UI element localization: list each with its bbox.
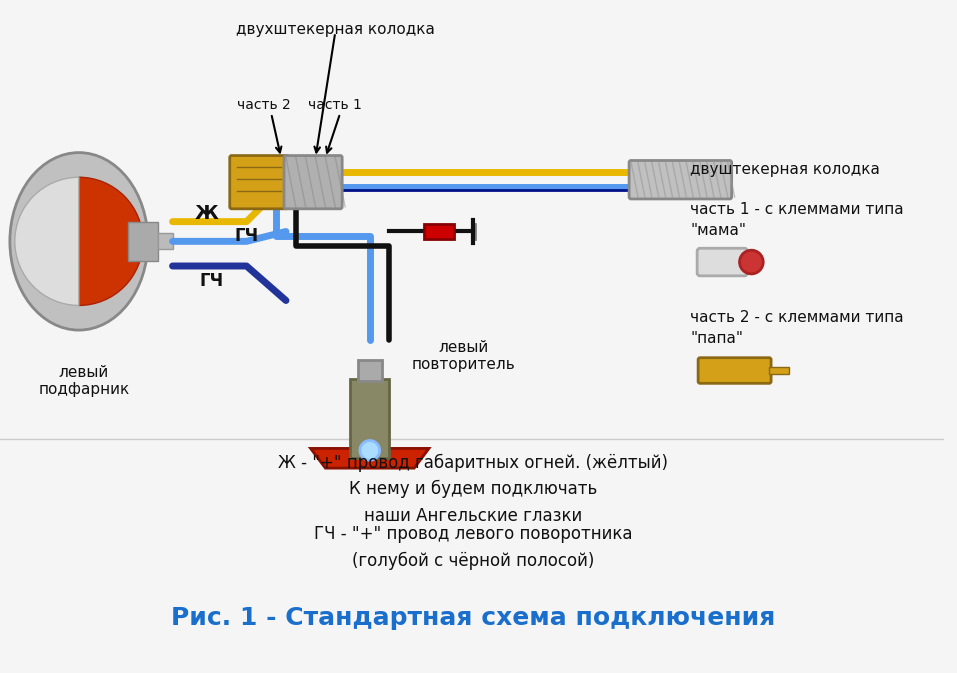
Text: ГЧ: ГЧ	[234, 227, 258, 246]
FancyBboxPatch shape	[698, 358, 771, 384]
Wedge shape	[14, 177, 78, 306]
Text: левый
повторитель: левый повторитель	[412, 340, 515, 372]
Bar	[158, 234, 172, 249]
Bar	[769, 367, 789, 374]
Text: часть 1 - с клеммами типа
"мама": часть 1 - с клеммами типа "мама"	[690, 202, 903, 238]
Bar	[358, 359, 382, 382]
Text: двухштекерная колодка: двухштекерная колодка	[235, 22, 434, 38]
Bar	[128, 221, 158, 261]
FancyBboxPatch shape	[697, 248, 747, 276]
Text: часть 1: часть 1	[308, 98, 362, 112]
Text: Ж - "+" провод габаритных огней. (жёлтый)
К нему и будем подключать
наши Ангельс: Ж - "+" провод габаритных огней. (жёлтый…	[278, 454, 668, 525]
Text: часть 2 - с клеммами типа
"папа": часть 2 - с клеммами типа "папа"	[690, 310, 903, 347]
Text: Ж: Ж	[195, 204, 219, 223]
Bar	[350, 380, 389, 458]
Circle shape	[59, 192, 99, 232]
Text: Рис. 1 - Стандартная схема подключения: Рис. 1 - Стандартная схема подключения	[171, 606, 775, 630]
Bar	[424, 223, 454, 240]
Text: левый
подфарник: левый подфарник	[38, 365, 129, 397]
Text: ГЧ: ГЧ	[200, 272, 224, 290]
Text: ГЧ - "+" провод левого поворотника
(голубой с чёрной полосой): ГЧ - "+" провод левого поворотника (голу…	[314, 526, 633, 570]
FancyBboxPatch shape	[230, 155, 288, 209]
Circle shape	[360, 441, 380, 460]
Circle shape	[740, 250, 764, 274]
Polygon shape	[311, 448, 429, 468]
FancyBboxPatch shape	[629, 160, 732, 199]
Text: часть 2: часть 2	[237, 98, 291, 112]
Wedge shape	[78, 177, 143, 306]
Circle shape	[59, 251, 99, 291]
FancyBboxPatch shape	[284, 155, 343, 209]
Text: двуштекерная колодка: двуштекерная колодка	[690, 162, 880, 178]
Ellipse shape	[10, 153, 148, 330]
